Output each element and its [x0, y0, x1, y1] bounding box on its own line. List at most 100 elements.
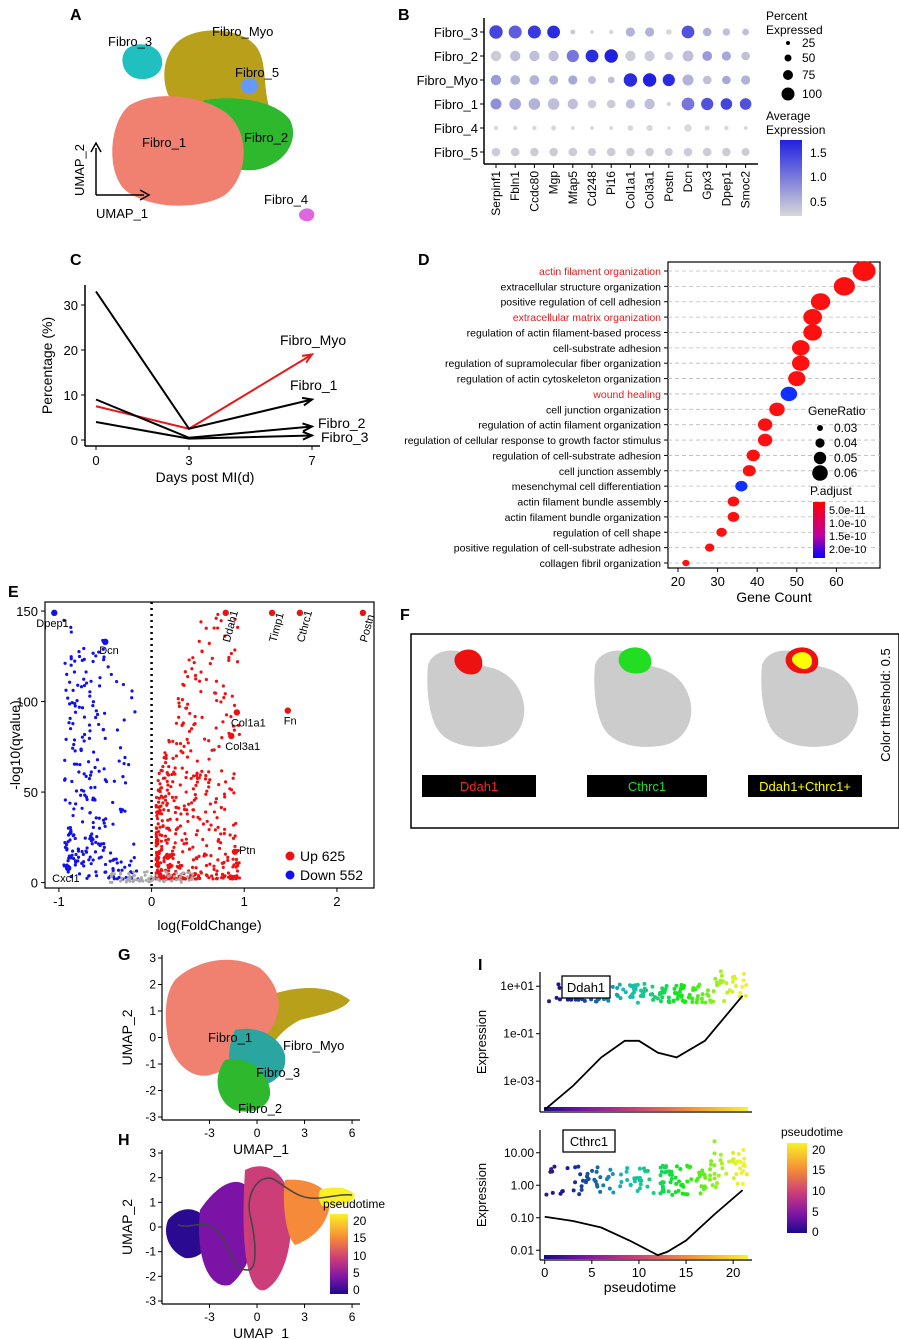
label-fibro-myo: Fibro_Myo [212, 24, 273, 39]
i-cthrc1-point [695, 1176, 700, 1181]
d-dot-extracellular-structure-organization [833, 277, 855, 296]
e-legend-label-1: Down 552 [300, 867, 363, 883]
e-xlabel: log(FoldChange) [157, 917, 261, 933]
e-point-down [117, 759, 121, 763]
e-point-ns [131, 880, 135, 884]
panel-letter-e: E [8, 584, 19, 601]
e-point-up [175, 817, 179, 822]
e-point-down [63, 845, 68, 849]
i-cthrc1-point [738, 1160, 743, 1165]
e-point-ns [169, 879, 173, 883]
i-cthrc1-points [544, 1139, 749, 1197]
e-point-up [194, 833, 198, 837]
b-dot-fibro-1-smoc2 [739, 98, 752, 110]
b-dot-fibro-myo-mgp [549, 75, 559, 85]
e-point-up [166, 869, 171, 873]
e-point-up [199, 620, 203, 624]
i-cthrc1-point [647, 1177, 652, 1182]
panel-letter-a: A [70, 7, 82, 24]
e-point-up [237, 861, 241, 865]
axesG-ylabel: UMAP_2 [119, 1009, 135, 1065]
e-point-down [74, 789, 79, 793]
d-dot-cell-junction-organization [769, 402, 785, 417]
e-point-up [234, 865, 238, 869]
e-point-down [69, 663, 73, 667]
e-point-up [162, 860, 166, 864]
e-point-up [199, 871, 203, 875]
i-cthrc1-point [667, 1172, 672, 1177]
b-row-label-fibro-3: Fibro_3 [434, 25, 478, 40]
e-ytick-label-50: 50 [24, 785, 38, 800]
axesH-ylabel: UMAP_2 [119, 1199, 135, 1255]
e-point-down [76, 855, 81, 859]
e-point-down [114, 857, 118, 861]
e-point-down [132, 855, 136, 860]
e-point-up [186, 819, 190, 824]
e-point-up [163, 794, 168, 798]
i-cthrc1-point [674, 1164, 679, 1169]
e-gene-dot-dcn [102, 638, 109, 646]
e-point-down [88, 811, 92, 815]
e-point-up [203, 852, 207, 856]
i-cthrc1-point [638, 1182, 643, 1187]
i-ddah1-ytick-label-1: 1e-01 [503, 1027, 534, 1041]
e-point-up [192, 723, 196, 727]
i-cthrc1-point [734, 1172, 739, 1177]
e-point-down [68, 727, 73, 731]
axesH-xtick-label-3: 3 [301, 1310, 308, 1324]
i-ddah1-point [655, 996, 660, 1001]
e-point-up [216, 858, 220, 862]
legend-avg-tick-05: 0.5 [810, 195, 827, 209]
d-term-wound-healing: wound healing [592, 389, 661, 401]
e-point-up [221, 684, 225, 688]
e-point-down [64, 688, 68, 692]
b-dot-fibro-myo-fbln1 [510, 75, 521, 85]
e-point-up [164, 756, 168, 760]
e-point-down [97, 856, 101, 860]
legend-percent-title-l2: Expressed [766, 23, 823, 37]
e-point-down [122, 761, 126, 766]
e-point-down [80, 735, 85, 739]
e-point-down [63, 661, 67, 665]
g-label-fibro1: Fibro_1 [208, 1030, 252, 1045]
b-col-label-fbln1: Fbln1 [508, 171, 522, 201]
e-point-up [160, 868, 164, 872]
i-cthrc1-point [635, 1189, 640, 1194]
e-point-up [160, 769, 164, 773]
d-term-regulation-of-supramolecular-fiber-organization: regulation of supramolecular fiber organ… [445, 358, 661, 370]
e-point-up [235, 660, 240, 664]
e-point-up [216, 626, 220, 630]
i-cthrc1-point [594, 1169, 599, 1174]
h-legend-colorbar [330, 1214, 348, 1294]
axis-label-umap1-a: UMAP_1 [96, 206, 148, 221]
e-point-up [167, 764, 171, 769]
e-point-ns [179, 872, 183, 876]
e-point-up [181, 722, 185, 726]
e-point-up [193, 673, 198, 678]
e-point-down [115, 728, 120, 732]
legend-percent-dot-25 [786, 41, 790, 45]
e-point-ns [143, 873, 147, 877]
d-xtick-label-30: 30 [710, 574, 724, 589]
e-point-up [205, 789, 209, 793]
d-term-cell-junction-organization: cell junction organization [546, 404, 661, 416]
e-point-up [177, 715, 181, 719]
e-point-up [214, 800, 218, 804]
e-point-up [191, 845, 195, 849]
e-legend-dot-0 [285, 851, 295, 861]
e-point-up [154, 795, 159, 800]
e-point-up [166, 773, 171, 777]
e-point-up [174, 832, 178, 836]
e-point-up [207, 780, 211, 785]
i-cthrc1-point [610, 1171, 615, 1176]
d-dot-regulation-of-actin-filament-organization [757, 418, 773, 431]
e-ytick-label-0: 0 [31, 876, 38, 891]
umap-h-pseudotime [165, 1166, 355, 1291]
e-point-up [187, 802, 191, 806]
e-point-up [167, 738, 171, 743]
e-point-up [193, 793, 197, 797]
d-legend-ratio-dot-0 [817, 425, 823, 431]
i-xtick-label-10: 10 [632, 1265, 646, 1280]
e-point-up [219, 832, 223, 836]
h-region-end [318, 1187, 355, 1207]
